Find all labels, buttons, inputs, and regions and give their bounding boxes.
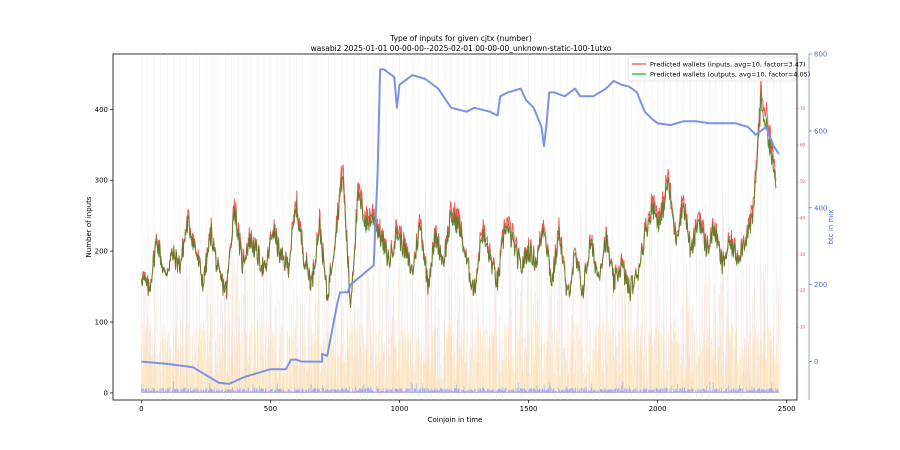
series-layer (140, 68, 780, 385)
background-series-layer (141, 184, 779, 393)
legend: Predicted wallets (inputs, avg=10, facto… (627, 56, 810, 82)
x-tick-label: 500 (264, 405, 277, 413)
chart-subtitle: wasabi2 2025-01-01 00-00-00--2025-02-01 … (311, 44, 612, 53)
bars-layer (141, 381, 780, 393)
legend-entry-inputs: Predicted wallets (inputs, avg=10, facto… (650, 61, 806, 69)
y-tick-label: 0 (104, 389, 108, 397)
y2-tick-label: 400 (814, 204, 827, 212)
x-tick-label: 2500 (778, 405, 796, 413)
x-tick-label: 1000 (391, 405, 409, 413)
y2-tick-label: 800 (814, 51, 827, 59)
y3-tick-label: 20 (800, 288, 806, 293)
y-tick-label: 400 (95, 106, 108, 114)
y3-tick-label: 70 (800, 106, 806, 111)
y3-tick-label: 30 (800, 252, 806, 257)
y3-tick-label: 50 (800, 179, 806, 184)
plot-area (112, 53, 798, 401)
legend-box (627, 56, 797, 82)
vertical-grid-layer (141, 54, 781, 400)
x-tick-label: 2000 (649, 405, 667, 413)
x-tick-label: 1500 (520, 405, 538, 413)
x-tick-label: 0 (139, 405, 143, 413)
y-axis-label: Number of inputs (85, 196, 93, 257)
plot-frame (112, 53, 798, 401)
y3-tick-label: 10 (800, 325, 806, 330)
blue-bars (141, 381, 780, 393)
chart-title: Type of inputs for given cjtx (number) (389, 34, 532, 43)
y2-tick-label: 200 (814, 281, 827, 289)
axes-layer: 0 500 1000 1500 2000 2500 0 100 200 300 400 0 200 400… (95, 51, 828, 414)
y-tick-label: 200 (95, 248, 108, 256)
y-tick-label: 300 (95, 177, 108, 185)
y2-tick-label: 0 (814, 358, 818, 366)
y3-tick-label: 40 (800, 215, 806, 220)
y2-axis-label: btc in mix (827, 210, 835, 245)
x-axis-label: Coinjoin in time (428, 416, 483, 424)
series-line-btc-in-mix (141, 68, 780, 385)
series-line-inputs (140, 78, 777, 309)
y-tick-label: 100 (95, 319, 108, 327)
legend-entry-outputs: Predicted wallets (outputs, avg=10, fact… (650, 71, 810, 79)
series-line-blend (141, 92, 777, 308)
y2-tick-label: 600 (814, 127, 827, 135)
y3-tick-label: 60 (800, 143, 806, 148)
